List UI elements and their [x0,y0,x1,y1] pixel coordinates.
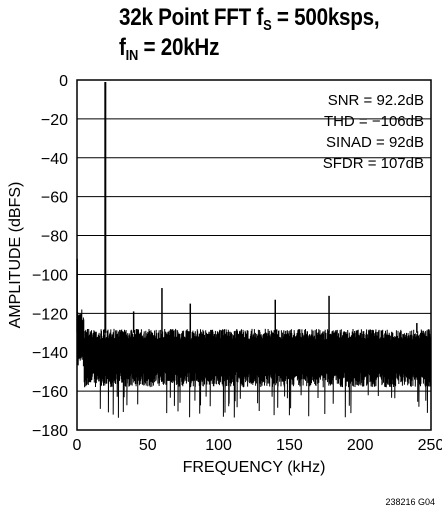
metric-annotation: SFDR = 107dB [323,155,424,172]
y-tick-label: −120 [32,306,68,323]
x-tick-label: 200 [347,437,374,454]
y-axis-label: AMPLITUDE (dBFS) [7,182,24,329]
y-tick-label: 0 [59,73,68,90]
figure-code: 238216 G04 [385,497,435,507]
x-tick-labels: 0 50 100 150 200 250 [73,437,442,454]
y-tick-label: −40 [41,151,68,168]
metric-annotation: THD = −106dB [324,113,424,130]
y-tick-label: −140 [32,345,68,362]
plot-frame [76,79,432,431]
noise-floor-trace [76,309,432,418]
chart-title-line-2: fIN = 20kHz [119,34,220,64]
y-tick-label: −60 [41,190,68,207]
x-tick-label: 250 [418,437,442,454]
y-tick-label: −20 [41,112,68,129]
metric-annotation: SNR = 92.2dB [328,92,424,109]
x-tick-label: 0 [73,437,82,454]
metrics-annotations: SNR = 92.2dB THD = −106dB SINAD = 92dB SFDR… [323,92,424,172]
x-tick-label: 100 [205,437,232,454]
chart-title-line-1: 32k Point FFT fS = 500ksps, [119,4,380,34]
x-axis-label: FREQUENCY (kHz) [183,459,326,476]
spectrum-trace [76,309,432,418]
y-tick-label: −80 [41,229,68,246]
y-tick-labels: 0 −20 −40 −60 −80 −100 −120 −140 −160 −180 [32,73,68,440]
metric-annotation: SINAD = 92dB [326,134,424,151]
y-tick-label: −160 [32,384,68,401]
x-tick-label: 150 [276,437,303,454]
x-tick-label: 50 [139,437,157,454]
y-tick-label: −100 [32,267,68,284]
y-tick-label: −180 [32,423,68,440]
